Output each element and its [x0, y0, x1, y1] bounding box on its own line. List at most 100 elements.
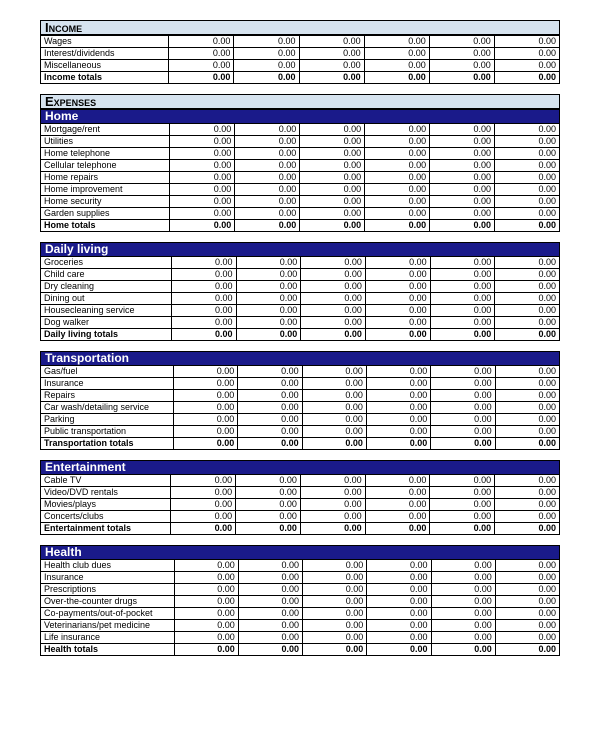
cell-value: 0.00: [170, 220, 235, 232]
cell-value: 0.00: [303, 596, 367, 608]
cell-value: 0.00: [238, 584, 302, 596]
cell-value: 0.00: [238, 632, 302, 644]
cell-value: 0.00: [430, 124, 495, 136]
cell-value: 0.00: [431, 426, 495, 438]
cell-value: 0.00: [171, 269, 236, 281]
cell-value: 0.00: [235, 172, 300, 184]
table-row: Over-the-counter drugs0.000.000.000.000.…: [41, 596, 560, 608]
cell-value: 0.00: [495, 184, 560, 196]
cell-value: 0.00: [301, 257, 366, 269]
cell-value: 0.00: [365, 257, 430, 269]
cell-value: 0.00: [300, 184, 365, 196]
cell-value: 0.00: [366, 414, 430, 426]
cell-value: 0.00: [236, 293, 301, 305]
spacer: [40, 232, 560, 242]
cell-value: 0.00: [364, 36, 429, 48]
cell-value: 0.00: [367, 608, 431, 620]
table-row: Repairs0.000.000.000.000.000.00: [41, 390, 560, 402]
spacer: [40, 535, 560, 545]
cell-value: 0.00: [429, 36, 494, 48]
table-row: Dry cleaning0.000.000.000.000.000.00: [41, 281, 560, 293]
cell-value: 0.00: [174, 572, 238, 584]
cell-value: 0.00: [171, 475, 236, 487]
cell-value: 0.00: [366, 438, 430, 450]
table-row: Interest/dividends0.000.000.000.000.000.…: [41, 48, 560, 60]
cell-value: 0.00: [366, 366, 430, 378]
cell-value: 0.00: [365, 499, 430, 511]
section-title: Expenses: [41, 95, 560, 109]
cell-value: 0.00: [173, 366, 237, 378]
row-label: Garden supplies: [41, 208, 170, 220]
row-label: Home security: [41, 196, 170, 208]
table-row: Cable TV0.000.000.000.000.000.00: [41, 475, 560, 487]
cell-value: 0.00: [429, 60, 494, 72]
cell-value: 0.00: [299, 60, 364, 72]
table-row: Health club dues0.000.000.000.000.000.00: [41, 560, 560, 572]
cell-value: 0.00: [495, 281, 560, 293]
row-label: Income totals: [41, 72, 169, 84]
cell-value: 0.00: [430, 148, 495, 160]
cell-value: 0.00: [169, 36, 234, 48]
cell-value: 0.00: [365, 196, 430, 208]
row-label: Miscellaneous: [41, 60, 169, 72]
cell-value: 0.00: [431, 560, 495, 572]
cell-value: 0.00: [495, 172, 560, 184]
cell-value: 0.00: [236, 487, 301, 499]
table-row: Concerts/clubs0.000.000.000.000.000.00: [41, 511, 560, 523]
budget-sheet: IncomeWages0.000.000.000.000.000.00Inter…: [40, 20, 560, 666]
cell-value: 0.00: [238, 378, 302, 390]
cell-value: 0.00: [238, 644, 302, 656]
cell-value: 0.00: [431, 644, 495, 656]
cell-value: 0.00: [364, 48, 429, 60]
cell-value: 0.00: [300, 511, 365, 523]
category-header: Health: [41, 546, 560, 560]
cell-value: 0.00: [174, 560, 238, 572]
cell-value: 0.00: [430, 196, 495, 208]
cell-value: 0.00: [367, 572, 431, 584]
cell-value: 0.00: [495, 402, 559, 414]
row-label: Child care: [41, 269, 172, 281]
cell-value: 0.00: [366, 378, 430, 390]
row-label: Insurance: [41, 572, 175, 584]
cell-value: 0.00: [430, 160, 495, 172]
cell-value: 0.00: [429, 48, 494, 60]
row-label: Repairs: [41, 390, 174, 402]
cell-value: 0.00: [495, 269, 560, 281]
cell-value: 0.00: [238, 572, 302, 584]
cell-value: 0.00: [431, 438, 495, 450]
cell-value: 0.00: [171, 499, 236, 511]
cell-value: 0.00: [170, 184, 235, 196]
cell-value: 0.00: [495, 220, 560, 232]
table-row: Utilities0.000.000.000.000.000.00: [41, 136, 560, 148]
cell-value: 0.00: [171, 329, 236, 341]
cell-value: 0.00: [430, 293, 495, 305]
cell-value: 0.00: [365, 124, 430, 136]
row-label: Health club dues: [41, 560, 175, 572]
row-label: Co-payments/out-of-pocket: [41, 608, 175, 620]
table-row: Movies/plays0.000.000.000.000.000.00: [41, 499, 560, 511]
cell-value: 0.00: [303, 620, 367, 632]
cell-value: 0.00: [236, 257, 301, 269]
cell-value: 0.00: [495, 317, 560, 329]
row-label: Daily living totals: [41, 329, 172, 341]
cell-value: 0.00: [301, 329, 366, 341]
cell-value: 0.00: [236, 317, 301, 329]
row-label: Wages: [41, 36, 169, 48]
row-label: Interest/dividends: [41, 48, 169, 60]
cell-value: 0.00: [365, 487, 430, 499]
cell-value: 0.00: [174, 644, 238, 656]
cell-value: 0.00: [430, 220, 495, 232]
cell-value: 0.00: [170, 208, 235, 220]
spacer: [40, 84, 560, 94]
cell-value: 0.00: [366, 390, 430, 402]
cell-value: 0.00: [494, 48, 559, 60]
cell-value: 0.00: [431, 584, 495, 596]
cell-value: 0.00: [495, 523, 560, 535]
cell-value: 0.00: [174, 596, 238, 608]
cell-value: 0.00: [173, 390, 237, 402]
cell-value: 0.00: [495, 426, 559, 438]
cell-value: 0.00: [430, 257, 495, 269]
cell-value: 0.00: [429, 72, 494, 84]
cell-value: 0.00: [174, 620, 238, 632]
cell-value: 0.00: [300, 487, 365, 499]
